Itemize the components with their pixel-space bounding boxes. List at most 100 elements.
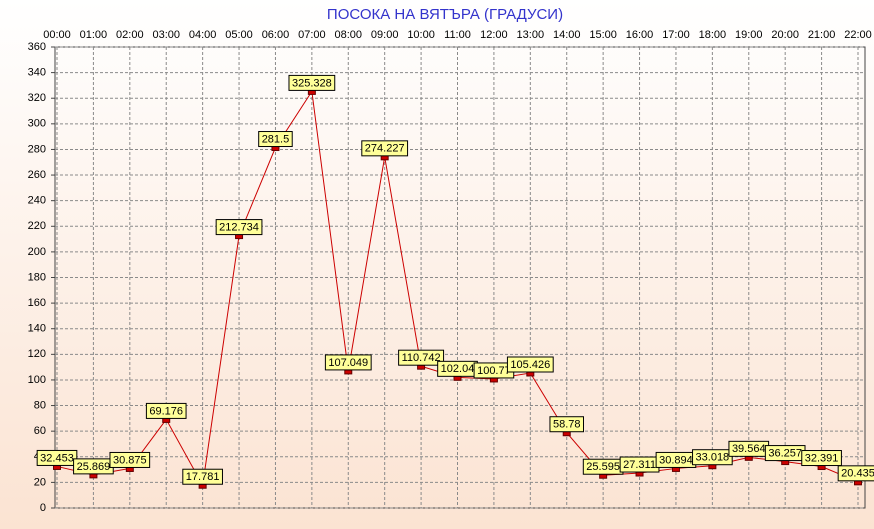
x-tick-label: 19:00 bbox=[735, 29, 763, 41]
data-label-box bbox=[36, 449, 78, 466]
data-label-box bbox=[288, 74, 336, 91]
y-tick-label: 360 bbox=[28, 41, 46, 53]
data-label-box bbox=[145, 402, 187, 419]
y-tick-label: 200 bbox=[28, 246, 46, 258]
data-label: 110.742 bbox=[402, 352, 441, 364]
data-label: 212.734 bbox=[219, 221, 259, 233]
y-tick-label: 120 bbox=[28, 348, 46, 360]
chart-title: ПОСОКА НА ВЯТЪРА (ГРАДУСИ) bbox=[327, 6, 563, 23]
data-label-group: 107.049 bbox=[324, 354, 372, 371]
data-label: 58.78 bbox=[553, 419, 581, 431]
data-label-group: 69.176 bbox=[145, 402, 187, 419]
data-label: 102.04 bbox=[441, 363, 475, 375]
x-tick-label: 21:00 bbox=[808, 29, 836, 41]
x-tick-label: 11:00 bbox=[444, 29, 471, 41]
data-label-group: 105.426 bbox=[506, 356, 554, 373]
y-tick-label: 80 bbox=[34, 399, 46, 411]
x-tick-label: 06:00 bbox=[262, 29, 290, 41]
x-tick-label: 09:00 bbox=[371, 29, 399, 41]
data-label-group: 32.391 bbox=[801, 450, 842, 467]
data-label: 25.869 bbox=[77, 461, 111, 473]
data-label: 32.391 bbox=[805, 452, 839, 464]
data-label-box bbox=[361, 140, 409, 157]
data-label-group: 110.742 bbox=[398, 349, 445, 366]
x-tick-label: 18:00 bbox=[699, 29, 727, 41]
data-label-box bbox=[324, 354, 372, 371]
data-label-group: 17.781 bbox=[182, 468, 223, 485]
y-tick-label: 240 bbox=[28, 195, 46, 207]
data-label: 39.564 bbox=[732, 443, 766, 455]
data-label-box bbox=[506, 356, 554, 373]
data-label-group: 25.595 bbox=[582, 458, 624, 475]
data-label-group: 212.734 bbox=[215, 219, 263, 236]
data-label-group: 36.257 bbox=[764, 445, 806, 462]
y-tick-label: 60 bbox=[34, 425, 46, 437]
x-tick-label: 03:00 bbox=[152, 29, 180, 41]
data-label: 30.875 bbox=[113, 454, 147, 466]
x-tick-label: 17:00 bbox=[662, 29, 690, 41]
data-label: 105.426 bbox=[510, 359, 550, 371]
y-tick-label: 300 bbox=[28, 118, 46, 130]
data-label: 32.453 bbox=[40, 452, 74, 464]
data-label-group: 281.5 bbox=[258, 131, 293, 148]
data-label: 27.311 bbox=[623, 459, 656, 471]
x-tick-label: 12:00 bbox=[480, 29, 508, 41]
x-tick-label: 07:00 bbox=[298, 29, 326, 41]
y-tick-label: 140 bbox=[28, 323, 46, 335]
x-tick-label: 02:00 bbox=[116, 29, 144, 41]
data-label: 30.894 bbox=[659, 454, 693, 466]
x-tick-label: 22:00 bbox=[844, 29, 872, 41]
data-label-box bbox=[398, 349, 445, 366]
x-tick-label: 15:00 bbox=[589, 29, 617, 41]
data-label-box bbox=[215, 219, 263, 236]
y-tick-label: 20 bbox=[34, 476, 46, 488]
data-label: 100.77 bbox=[477, 365, 511, 377]
plot-layer: 0204060801001201401601802002202402602803… bbox=[28, 29, 874, 514]
data-label-box bbox=[549, 416, 584, 433]
data-label-group: 30.894 bbox=[655, 451, 697, 468]
data-label-group: 100.77 bbox=[473, 362, 515, 379]
data-label-box bbox=[182, 468, 223, 485]
data-label: 17.781 bbox=[186, 471, 220, 483]
data-label-group: 25.869 bbox=[73, 458, 114, 475]
y-tick-label: 220 bbox=[28, 220, 46, 232]
x-tick-label: 13:00 bbox=[517, 29, 545, 41]
x-tick-label: 05:00 bbox=[225, 29, 253, 41]
data-label-group: 39.564 bbox=[728, 440, 770, 457]
data-label-group: 102.04 bbox=[437, 360, 478, 377]
data-label: 33.018 bbox=[696, 452, 730, 464]
data-label-group: 32.453 bbox=[36, 449, 78, 466]
data-label: 69.176 bbox=[149, 405, 183, 417]
data-label: 274.227 bbox=[365, 143, 405, 155]
y-tick-label: 160 bbox=[28, 297, 46, 309]
x-tick-label: 10:00 bbox=[407, 29, 435, 41]
x-tick-label: 08:00 bbox=[335, 29, 363, 41]
y-tick-label: 260 bbox=[28, 169, 46, 181]
data-label: 107.049 bbox=[328, 357, 368, 369]
data-label: 36.257 bbox=[768, 447, 802, 459]
y-tick-label: 280 bbox=[28, 143, 46, 155]
x-tick-label: 16:00 bbox=[626, 29, 654, 41]
x-tick-label: 00:00 bbox=[43, 29, 71, 41]
data-label-group: 30.875 bbox=[109, 451, 151, 468]
data-label-box bbox=[837, 465, 874, 482]
data-label-box bbox=[109, 451, 151, 468]
data-label: 325.328 bbox=[292, 77, 332, 89]
data-label-group: 58.78 bbox=[549, 416, 584, 433]
data-label-group: 33.018 bbox=[692, 449, 733, 466]
data-label-box bbox=[801, 450, 842, 467]
y-tick-label: 0 bbox=[40, 502, 46, 514]
data-label: 281.5 bbox=[262, 133, 290, 145]
y-tick-label: 180 bbox=[28, 271, 46, 283]
data-label-box bbox=[258, 131, 293, 148]
y-tick-label: 340 bbox=[28, 67, 46, 79]
x-tick-label: 20:00 bbox=[771, 29, 799, 41]
data-label-group: 274.227 bbox=[361, 140, 409, 157]
data-label-box bbox=[692, 449, 733, 466]
y-tick-label: 320 bbox=[28, 92, 46, 104]
x-tick-label: 04:00 bbox=[189, 29, 217, 41]
data-label-group: 325.328 bbox=[288, 74, 336, 91]
x-tick-label: 01:00 bbox=[80, 29, 108, 41]
